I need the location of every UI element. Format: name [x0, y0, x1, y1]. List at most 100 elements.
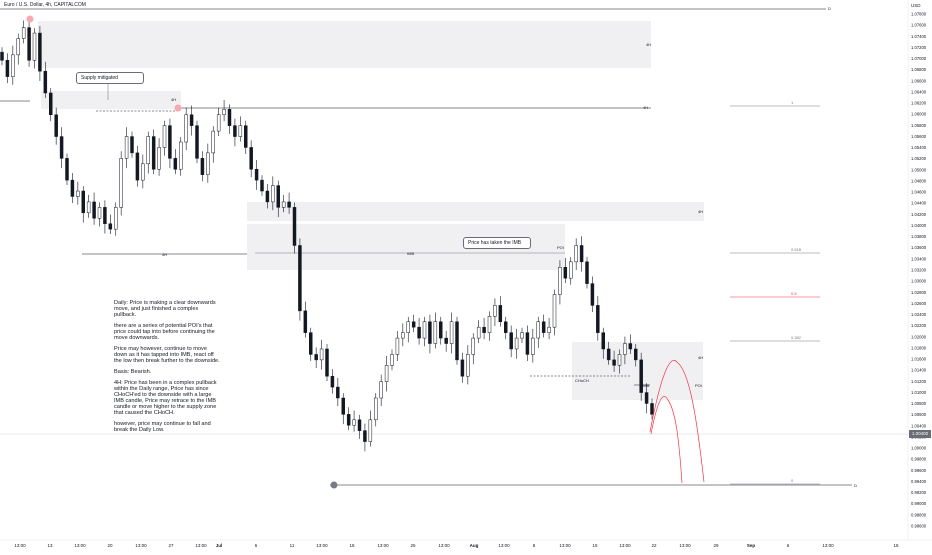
y-tick-label: 1.01400 [911, 368, 927, 373]
y-tick-label: 1.02400 [911, 312, 927, 317]
candle-body [352, 419, 356, 426]
candle-body [200, 158, 205, 175]
candle-body [634, 348, 638, 361]
y-tick-label: 1.01000 [911, 390, 927, 395]
x-tick-label: 13:00 [438, 543, 450, 548]
candle-body [32, 32, 37, 61]
candle-body [341, 397, 345, 415]
y-tick-label: 1.07600 [911, 23, 927, 28]
candle-body [541, 321, 546, 333]
analysis-paragraph: Price may however, continue to move down… [114, 346, 220, 364]
y-tick-label: 1.06800 [911, 67, 927, 72]
x-tick-label: Sep [747, 543, 756, 548]
candle-body [233, 125, 237, 137]
analysis-paragraph: Basis: Bearish. [114, 369, 152, 375]
candle-body [330, 375, 335, 388]
y-tick-label: 1.05600 [911, 134, 927, 139]
x-tick-label: 13:00 [377, 543, 389, 548]
candle-body [325, 348, 329, 377]
y-tick-label: 1.02000 [911, 334, 927, 339]
y-tick-label: 1.00800 [911, 401, 927, 406]
candle-body [439, 321, 443, 339]
x-tick-label: 13 [47, 543, 53, 548]
x-tick-label: 22 [651, 543, 657, 548]
candle-body [384, 365, 389, 382]
candle-body [281, 201, 286, 208]
candle-body [585, 261, 589, 284]
candle-body [346, 414, 351, 426]
candle-body [227, 109, 232, 126]
candle-body [455, 321, 459, 361]
y-tick-label: 1.00600 [911, 412, 927, 417]
candle-body [76, 190, 80, 197]
candle-body [411, 321, 416, 328]
y-axis-currency: USD [911, 3, 921, 8]
y-tick-label: 1.03400 [911, 256, 927, 261]
y-tick-label: 1.04200 [911, 212, 927, 217]
candle-body [141, 163, 145, 181]
candle-body [368, 419, 373, 442]
y-tick-label: 1.07800 [911, 12, 927, 17]
y-tick-label: 1.04600 [911, 190, 927, 195]
fib-level-label: 0 [791, 478, 794, 483]
candle-body [596, 305, 600, 333]
candle-body [487, 316, 492, 333]
y-tick-label: 1.05200 [911, 156, 927, 161]
y-tick-label: 1.04400 [911, 201, 927, 206]
candle-body [43, 70, 48, 94]
candle-body [406, 321, 410, 333]
x-tick-label: 6 [787, 543, 790, 548]
candle-body [520, 332, 524, 339]
structure-label: IMB [642, 383, 649, 388]
analysis-paragraph: Daily: Price is making a clear downwards… [114, 300, 216, 318]
candle-body [525, 332, 530, 355]
y-tick-label: 1.04800 [911, 178, 927, 183]
candle-body [114, 207, 118, 230]
candle-body [314, 354, 318, 361]
candle-body [514, 337, 519, 350]
y-tick-label: 1.06200 [911, 101, 927, 106]
candle-body [238, 125, 243, 137]
candle-body [135, 152, 140, 181]
structure-label: 4H [646, 42, 651, 47]
candle-body [146, 136, 150, 165]
candle-body [276, 185, 280, 208]
y-tick-label: 1.07000 [911, 56, 927, 61]
zone [247, 202, 704, 221]
x-tick-label: 13:00 [135, 543, 147, 548]
y-tick-label: 0.98800 [911, 512, 927, 517]
candle-body [168, 125, 172, 159]
candle-body [482, 326, 486, 333]
candle-body [70, 179, 75, 197]
structure-label: IMB [407, 251, 414, 256]
analysis-paragraph: however, price may continue to fall and … [114, 421, 211, 433]
candle-body [606, 348, 611, 361]
candle-body [374, 397, 378, 421]
y-tick-label: 1.03800 [911, 234, 927, 239]
candle-body [86, 201, 91, 214]
candle-body [16, 38, 20, 56]
candle-body [173, 158, 178, 170]
candle-body [27, 27, 31, 61]
candle-body [363, 430, 367, 442]
candle-body [265, 190, 270, 203]
candle-body [108, 223, 113, 230]
x-tick-label: 18 [349, 543, 355, 548]
x-tick-label: Jul [216, 543, 223, 548]
fib-level-label: 0.382 [791, 335, 802, 340]
candle-body [319, 348, 324, 361]
x-tick-label: 13:00 [74, 543, 86, 548]
candle-body [244, 125, 248, 148]
candle-body [466, 354, 470, 377]
candle-body [249, 147, 253, 170]
candle-body [471, 337, 475, 355]
y-tick-label: 1.05400 [911, 145, 927, 150]
candle-body [574, 245, 578, 263]
candle-body [211, 130, 215, 154]
candle-body [617, 354, 622, 366]
supply-mitigated-callout[interactable]: Supply mitigated [76, 72, 144, 84]
imb-callout[interactable]: Price has taken the IMB [463, 237, 531, 249]
candle-body [422, 321, 427, 339]
